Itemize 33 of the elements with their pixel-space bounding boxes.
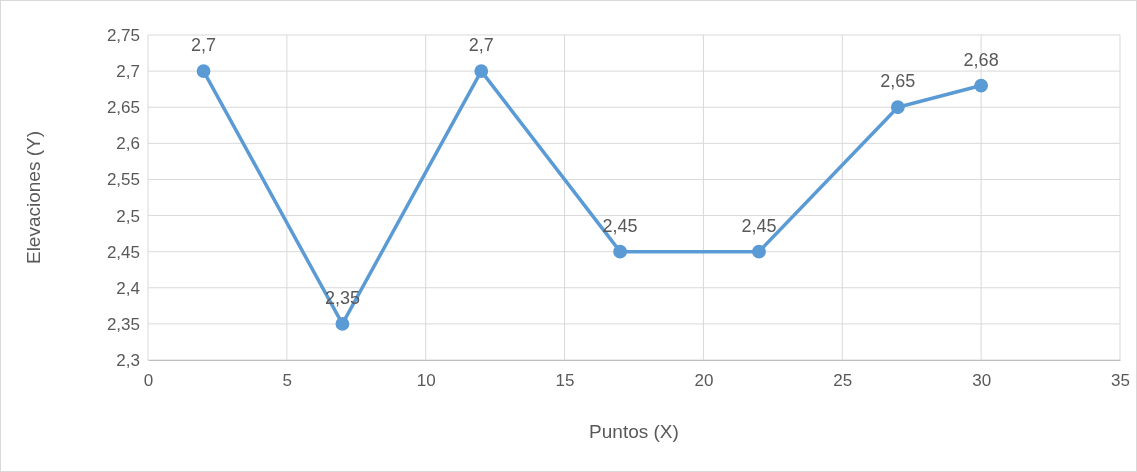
point — [335, 316, 350, 331]
x-tick-label: 20 — [694, 371, 714, 391]
y-tick-label: 2,4 — [116, 278, 140, 298]
y-tick-label: 2,35 — [106, 314, 140, 334]
data-label: 2,7 — [468, 35, 494, 56]
point — [890, 100, 905, 115]
y-tick-label: 2,5 — [116, 206, 140, 226]
point — [196, 64, 211, 79]
point — [752, 244, 766, 259]
x-axis-title: Puntos (X) — [589, 421, 679, 442]
y-tick-label: 2,45 — [106, 242, 140, 262]
x-tick-label: 25 — [833, 371, 853, 391]
x-tick-label: 15 — [555, 371, 575, 391]
y-tick-label: 2,3 — [116, 350, 140, 370]
x-tick-label: 30 — [972, 371, 992, 391]
point — [974, 78, 989, 93]
x-tick-label: 35 — [1111, 371, 1130, 391]
data-label: 2,7 — [191, 35, 217, 56]
y-axis-title: Elevaciones (Y) — [23, 130, 44, 265]
data-label: 2,45 — [602, 215, 638, 236]
y-tick-label: 2,6 — [116, 134, 140, 154]
data-label: 2,45 — [741, 215, 777, 236]
data-label: 2,65 — [880, 71, 916, 92]
x-tick-label: 5 — [282, 371, 293, 391]
point — [613, 244, 628, 259]
data-label: 2,68 — [963, 49, 999, 70]
x-tick-label: 10 — [416, 371, 436, 391]
y-tick-label: 2,55 — [106, 170, 140, 190]
y-tick-label: 2,7 — [116, 62, 140, 82]
y-tick-label: 2,65 — [106, 98, 140, 118]
x-tick-label: 0 — [143, 371, 154, 391]
point — [474, 64, 489, 79]
y-tick-label: 2,75 — [106, 25, 140, 45]
